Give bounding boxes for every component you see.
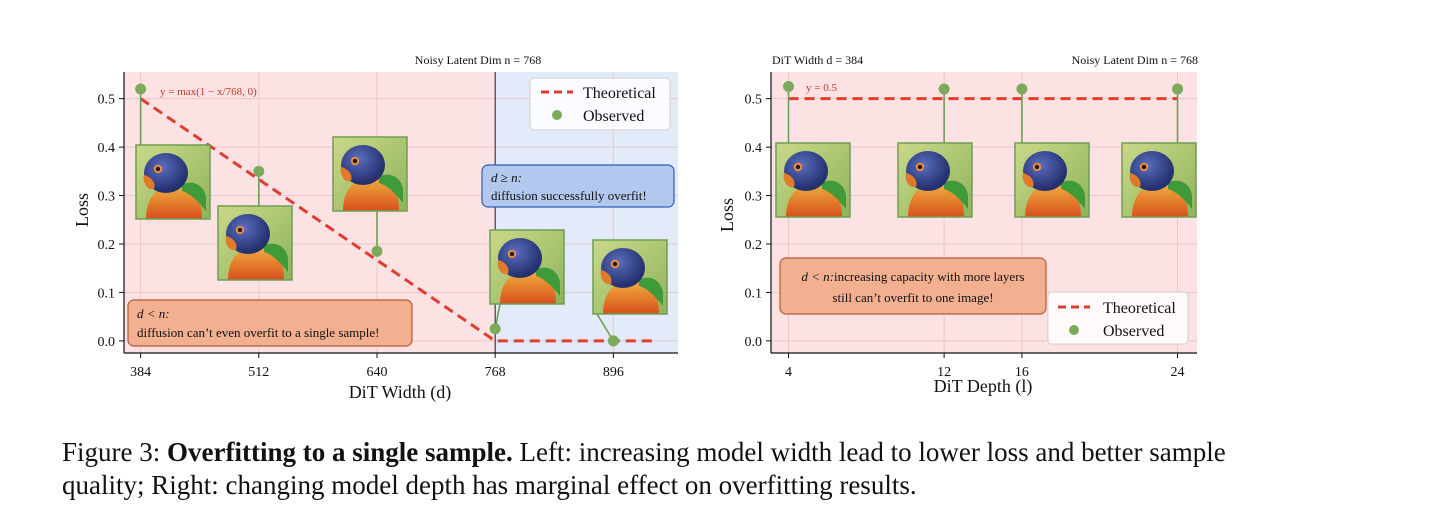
legend-observed-swatch — [552, 110, 562, 120]
theoretical-line — [139, 97, 654, 343]
y-tick-label: 0.5 — [745, 93, 763, 108]
annotation-underfit-text: diffusion can’t even overfit to a single… — [137, 325, 379, 340]
right-formula-label: y = 0.5 — [806, 82, 837, 94]
parrot-image — [490, 230, 564, 304]
chart-left: 384 512 640 768 896 0.0 0.1 0.2 0.3 0.4 0.5 Noisy … — [72, 53, 678, 403]
y-tick-label: 0.4 — [98, 141, 116, 156]
parrot-image — [593, 240, 667, 314]
figure-caption-text: Left: increasing model width lead to low… — [62, 437, 1226, 500]
legend-observed-label: Observed — [583, 108, 644, 125]
thumbnail-frame — [1121, 142, 1197, 218]
thumbnail-frame — [217, 205, 293, 281]
legend-theoretical-label: Theoretical — [583, 85, 656, 102]
y-tick-label: 0.5 — [98, 93, 116, 108]
sample-thumbnail — [217, 205, 293, 281]
figure-caption: Figure 3: Overfitting to a single sample… — [62, 436, 1262, 502]
sample-thumbnail — [775, 142, 851, 218]
figure-plots: 384 512 640 768 896 0.0 0.1 0.2 0.3 0.4 0.5 Noisy … — [72, 53, 1198, 403]
y-tick-label: 0.3 — [745, 190, 763, 205]
x-tick-label: 24 — [1171, 365, 1185, 380]
annotation-underfit-title: d < n: — [137, 306, 170, 321]
observed-point — [371, 245, 383, 257]
annotation-right-title: d < n: — [801, 269, 834, 284]
observed-point — [1172, 83, 1184, 95]
svg-text:d < n:increasing capacity with: d < n:increasing capacity with more laye… — [801, 269, 1024, 284]
y-tick-label: 0.4 — [745, 141, 763, 156]
thumbnail-frame — [592, 239, 668, 315]
observed-point — [489, 323, 501, 335]
y-tick-label: 0.2 — [745, 238, 763, 253]
left-legend: Theoretical Observed — [529, 77, 671, 131]
x-tick-label: 12 — [937, 365, 951, 380]
parrot-image — [136, 145, 210, 219]
chart-right: 4 12 16 24 0.0 0.1 0.2 0.3 0.4 0.5 DiT Width d = … — [717, 53, 1198, 397]
x-tick-label: 16 — [1015, 365, 1029, 380]
legend-observed-swatch — [1069, 325, 1079, 335]
x-tick-label: 4 — [785, 365, 792, 380]
right-x-axis-label: DiT Depth (l) — [934, 376, 1033, 397]
annotation-overfit-title: d ≥ n: — [491, 170, 522, 185]
observed-point — [783, 81, 795, 93]
sample-thumbnail — [332, 136, 408, 212]
parrot-image — [1015, 143, 1089, 217]
x-tick-label: 512 — [248, 365, 269, 380]
y-tick-label: 0.0 — [745, 335, 763, 350]
thumbnail-frame — [332, 136, 408, 212]
sample-thumbnail — [592, 239, 668, 315]
observed-point — [253, 165, 265, 177]
left-x-axis-label: DiT Width (d) — [349, 382, 452, 403]
left-chart-title: Noisy Latent Dim n = 768 — [415, 53, 541, 67]
figure-title: Overfitting to a single sample. — [167, 437, 513, 467]
y-tick-label: 0.3 — [98, 190, 116, 205]
y-tick-label: 0.1 — [745, 286, 763, 301]
parrot-image — [776, 143, 850, 217]
y-tick-label: 0.2 — [98, 238, 116, 253]
legend-theoretical-label: Theoretical — [1103, 300, 1176, 317]
y-tick-label: 0.0 — [98, 335, 116, 350]
right-y-axis-label: Loss — [717, 198, 737, 232]
annotation-overfit: d ≥ n: diffusion successfully overfit! — [481, 164, 675, 208]
thumbnail-frame — [489, 229, 565, 305]
annotation-right-line1: increasing capacity with more layers — [834, 269, 1025, 284]
left-y-axis-label: Loss — [72, 193, 92, 227]
x-tick-label: 768 — [485, 365, 506, 380]
observed-point — [607, 335, 619, 347]
legend-observed-label: Observed — [1103, 323, 1164, 340]
parrot-image — [218, 206, 292, 280]
x-tick-label: 384 — [130, 365, 151, 380]
sample-thumbnail — [1121, 142, 1197, 218]
right-chart-title-right: Noisy Latent Dim n = 768 — [1072, 53, 1198, 67]
thumbnail-frame — [897, 142, 973, 218]
sample-thumbnail — [1014, 142, 1090, 218]
observed-point — [938, 83, 950, 95]
sample-thumbnail — [897, 142, 973, 218]
left-formula-label: y = max(1 − x/768, 0) — [160, 86, 257, 98]
thumbnail-frame — [135, 144, 211, 220]
annotation-underfit-right: d < n:increasing capacity with more laye… — [779, 257, 1047, 315]
x-tick-label: 640 — [366, 365, 387, 380]
right-chart-title-left: DiT Width d = 384 — [772, 53, 863, 67]
annotation-right-line2: still can’t overfit to one image! — [832, 290, 993, 305]
observed-point — [1016, 83, 1028, 95]
figure-label: Figure 3: — [62, 437, 161, 467]
y-tick-label: 0.1 — [98, 286, 116, 301]
annotation-overfit-text: diffusion successfully overfit! — [491, 188, 647, 203]
sample-thumbnail — [135, 144, 211, 220]
x-tick-label: 896 — [603, 365, 624, 380]
parrot-image — [898, 143, 972, 217]
parrot-image — [1122, 143, 1196, 217]
right-legend: Theoretical Observed — [1047, 291, 1189, 345]
sample-thumbnail — [489, 229, 565, 305]
annotation-underfit-left: d < n: diffusion can’t even overfit to a… — [127, 299, 413, 347]
observed-point — [135, 83, 147, 95]
thumbnail-frame — [775, 142, 851, 218]
parrot-image — [333, 137, 407, 211]
thumbnail-frame — [1014, 142, 1090, 218]
